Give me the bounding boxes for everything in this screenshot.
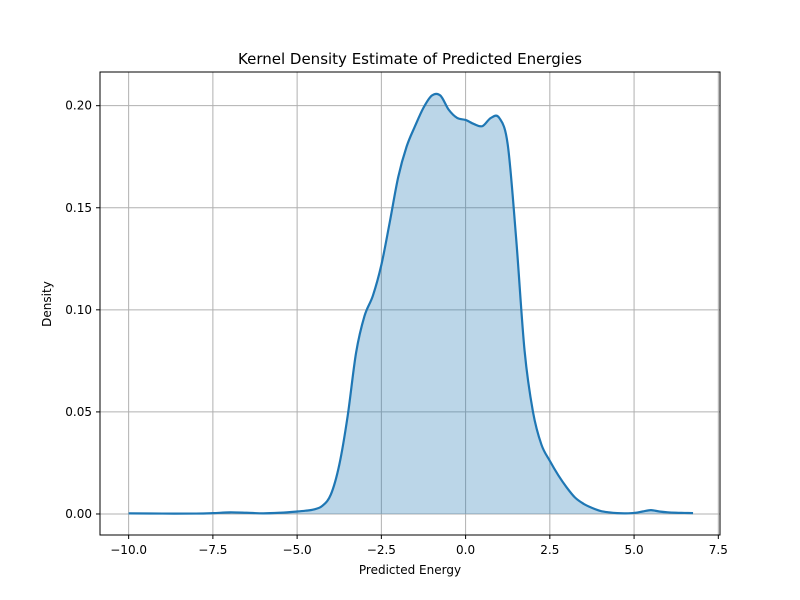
x-tick-label: −10.0 (110, 543, 147, 557)
chart-title: Kernel Density Estimate of Predicted Ene… (238, 50, 582, 68)
y-tick-label: 0.20 (65, 99, 92, 113)
density-area (128, 92, 694, 515)
x-tick-label: −5.0 (283, 543, 312, 557)
grid-lines (100, 72, 720, 535)
y-tick-label: 0.15 (65, 201, 92, 215)
y-axis-label: Density (40, 281, 54, 327)
x-tick-label: 0.0 (456, 543, 475, 557)
density-line (128, 92, 694, 515)
x-tick-label: −7.5 (198, 543, 227, 557)
density-fill (128, 93, 694, 514)
x-tick-label: 5.0 (625, 543, 644, 557)
x-tick-label: −2.5 (367, 543, 396, 557)
x-axis-label: Predicted Energy (359, 563, 461, 577)
axes-frame (99, 71, 721, 536)
axis-ticks: −10.0 −7.5 −5.0 −2.5 0.0 2.5 5.0 7.5 0.00 0.05 0.1… (65, 99, 728, 557)
y-tick-label: 0.10 (65, 303, 92, 317)
x-tick-label: 2.5 (540, 543, 559, 557)
x-tick-label: 7.5 (709, 543, 728, 557)
y-tick-label: 0.00 (65, 507, 92, 521)
y-tick-label: 0.05 (65, 405, 92, 419)
plot-frame (99, 71, 721, 536)
